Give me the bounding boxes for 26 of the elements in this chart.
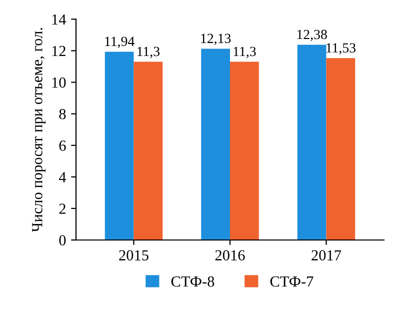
y-axis-title: Число поросят при отъеме, гол. bbox=[32, 28, 46, 232]
legend-label: СТФ-8 bbox=[171, 276, 214, 287]
x-tick-label: 2017 bbox=[312, 250, 342, 260]
bar bbox=[230, 62, 259, 240]
y-tick-label: 6 bbox=[59, 140, 66, 151]
data-label: 11,3 bbox=[234, 46, 256, 58]
x-tick-label: 2015 bbox=[119, 250, 148, 260]
bar bbox=[104, 52, 134, 240]
bar bbox=[297, 44, 326, 240]
y-tick-label: 12 bbox=[52, 46, 66, 56]
data-label: 11,3 bbox=[138, 46, 160, 58]
y-tick-label: 8 bbox=[59, 108, 66, 120]
bar bbox=[326, 58, 356, 240]
data-label: 12,13 bbox=[201, 34, 231, 46]
data-label: 11,53 bbox=[326, 43, 356, 55]
y-tick-label: 4 bbox=[58, 172, 66, 182]
data-label: 12,38 bbox=[297, 30, 327, 42]
x-tick-label: 2016 bbox=[215, 250, 245, 260]
y-tick-label: 2 bbox=[59, 204, 66, 214]
y-tick-label: 14 bbox=[52, 14, 66, 24]
legend-label: СТФ-7 bbox=[270, 276, 314, 287]
bar bbox=[201, 48, 230, 240]
data-label: 11,94 bbox=[105, 36, 134, 48]
y-tick-label: 0 bbox=[59, 235, 66, 246]
bar bbox=[134, 62, 163, 240]
y-tick-label: 10 bbox=[52, 77, 66, 88]
